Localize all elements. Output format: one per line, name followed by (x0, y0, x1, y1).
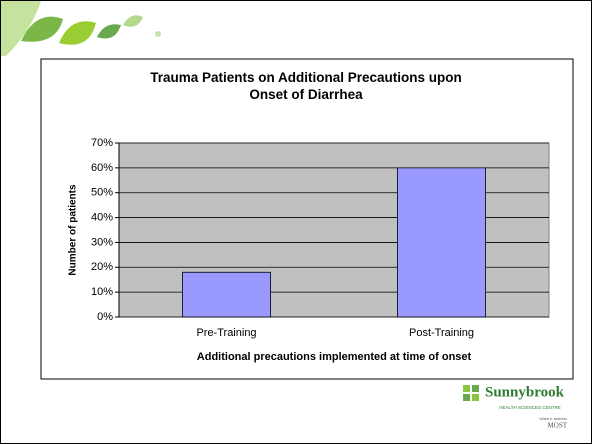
leaf-decoration (1, 1, 161, 56)
x-tick-label: Post-Training (409, 327, 474, 339)
y-tick-label: 20% (91, 261, 113, 273)
x-axis-label: Additional precautions implemented at ti… (197, 351, 472, 363)
x-tick-label: Pre-Training (196, 327, 256, 339)
logo-tagline: MOST (548, 422, 568, 430)
y-tick-label: 60% (91, 162, 113, 174)
logo-tagline-small: when it matters (539, 416, 567, 421)
chart-title: Trauma Patients on Additional Precaution… (141, 69, 471, 103)
bar (182, 272, 270, 317)
y-tick-label: 30% (91, 236, 113, 248)
chart: Number of patients Additional precaution… (1, 1, 591, 443)
bar (397, 168, 485, 317)
y-tick-label: 70% (91, 137, 113, 149)
y-axis-label: Number of patients (68, 184, 79, 276)
logo: Sunnybrook HEALTH SCIENCES CENTRE when i… (463, 384, 568, 429)
logo-name: Sunnybrook (485, 384, 565, 400)
y-tick-label: 50% (91, 187, 113, 199)
y-tick-label: 0% (97, 311, 113, 323)
y-tick-label: 40% (91, 211, 113, 223)
slide: Number of patients Additional precaution… (0, 0, 592, 444)
y-tick-label: 10% (91, 286, 113, 298)
logo-subtitle: HEALTH SCIENCES CENTRE (499, 405, 560, 410)
